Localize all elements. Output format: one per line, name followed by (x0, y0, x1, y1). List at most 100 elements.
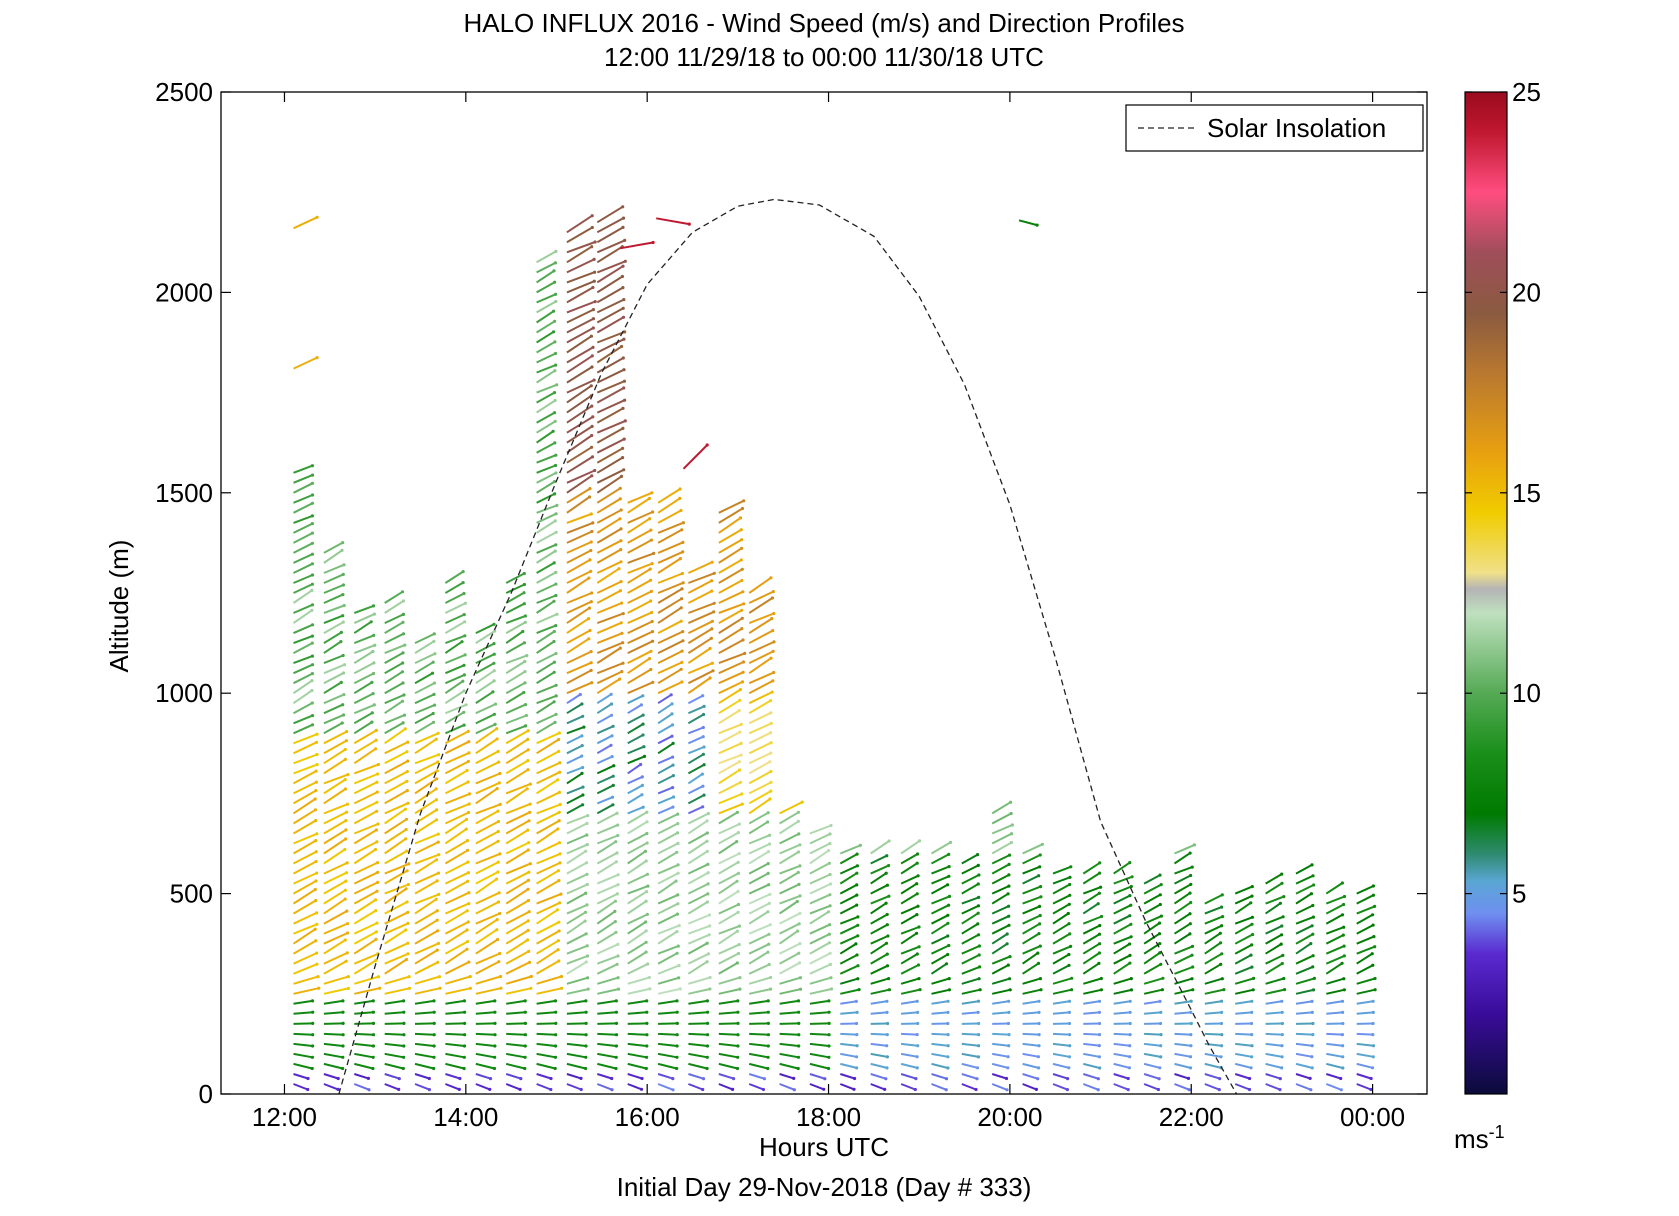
wind-vector (1265, 1000, 1282, 1005)
wind-vector-head (1281, 915, 1285, 919)
wind-vector-head (463, 620, 467, 624)
wind-vector (1052, 964, 1070, 975)
wind-vector-head (792, 1088, 796, 1092)
wind-vector-head (708, 646, 712, 651)
wind-vector (961, 965, 980, 975)
wind-vector-head (646, 884, 650, 888)
wind-vector (323, 898, 346, 915)
wind-vector-head (767, 883, 771, 887)
wind-vector (475, 1073, 491, 1080)
wind-vector (748, 843, 771, 855)
wind-vector-head (621, 264, 625, 268)
wind-vector (991, 988, 1011, 995)
wind-vector (809, 923, 831, 935)
wind-vector-head (1373, 976, 1377, 981)
wind-vector-head (1039, 885, 1043, 889)
wind-vector (596, 812, 618, 825)
wind-vector-head (621, 225, 625, 229)
wind-vector-head (645, 1055, 649, 1059)
wind-vector-head (705, 819, 709, 823)
wind-vector (931, 1011, 948, 1015)
wind-vector (323, 1022, 344, 1025)
wind-vector-head (977, 1021, 981, 1026)
wind-vector (596, 380, 625, 394)
wind-vector-head (1158, 999, 1162, 1004)
wind-vector (505, 819, 530, 835)
wind-vector (293, 733, 318, 745)
wind-vector (323, 773, 349, 785)
wind-vector-head (796, 999, 801, 1003)
wind-vector (1052, 912, 1069, 925)
wind-vector-head (609, 743, 613, 747)
wind-vector-head (315, 832, 319, 836)
wind-vector (414, 632, 435, 645)
wind-vector (718, 911, 739, 925)
wind-vector (566, 355, 593, 374)
wind-vector-head (947, 874, 951, 878)
wind-vector (566, 803, 584, 815)
wind-vector (809, 893, 831, 905)
wind-vector-head (581, 714, 585, 718)
wind-vector-head (493, 999, 497, 1003)
wind-vector-head (675, 1021, 679, 1025)
wind-vector-head (614, 840, 618, 844)
wind-vector (1326, 1073, 1341, 1080)
wind-vector (597, 1042, 617, 1047)
wind-vector-head (432, 1021, 436, 1025)
wind-vector (931, 853, 950, 865)
wind-vector-head (828, 923, 832, 927)
wind-vector-head (553, 369, 557, 373)
wind-vector-head (1341, 1021, 1345, 1026)
wind-vector-head (402, 1033, 406, 1037)
wind-vector (597, 999, 617, 1005)
wind-vector-head (528, 810, 532, 814)
wind-vector (688, 602, 715, 614)
wind-vector-head (1009, 811, 1013, 816)
wind-vector-head (466, 780, 470, 784)
wind-vector-head (1007, 873, 1011, 877)
wind-vector (384, 1022, 404, 1025)
wind-vector (900, 874, 919, 885)
wind-vector-head (741, 590, 745, 594)
wind-vector (323, 614, 344, 625)
wind-vector (1356, 988, 1376, 995)
wind-vector-head (591, 345, 595, 349)
wind-vector-head (457, 1087, 461, 1091)
wind-vector-head (671, 763, 675, 767)
wind-vector-head (558, 861, 562, 865)
wind-vector (1022, 895, 1042, 905)
wind-vector (384, 1011, 404, 1015)
wind-vector (779, 843, 801, 855)
wind-vector (688, 1032, 708, 1036)
wind-vector-head (1311, 965, 1315, 969)
wind-vector-head (743, 651, 747, 656)
wind-vector (1234, 933, 1254, 945)
wind-vector-head (645, 1044, 649, 1048)
wind-vector (748, 834, 771, 845)
wind-vector-head (310, 999, 315, 1003)
wind-vector (1052, 865, 1072, 875)
wind-vector (1174, 1062, 1191, 1069)
wind-vector (779, 988, 801, 995)
wind-vector (414, 761, 439, 775)
wind-vector (839, 943, 857, 955)
wind-vector-head (671, 741, 675, 746)
wind-vector-head (675, 831, 680, 835)
wind-vector-head (433, 703, 437, 707)
wind-vector (596, 963, 618, 975)
wind-vector (596, 602, 622, 614)
wind-vector-head (1371, 1010, 1375, 1015)
wind-vector (870, 1042, 887, 1047)
wind-vector-head (1038, 944, 1042, 948)
wind-vector-head (676, 812, 680, 816)
wind-vector-head (557, 841, 562, 845)
wind-vector-head (1069, 944, 1073, 949)
wind-vector-head (887, 988, 892, 992)
wind-vector (840, 1000, 857, 1005)
wind-vector-head (614, 1021, 619, 1025)
wind-vector-head (828, 893, 832, 897)
wind-vector (444, 620, 466, 634)
wind-vector-head (676, 902, 680, 906)
wind-vector-head (769, 576, 773, 580)
wind-vector-head (589, 548, 593, 553)
